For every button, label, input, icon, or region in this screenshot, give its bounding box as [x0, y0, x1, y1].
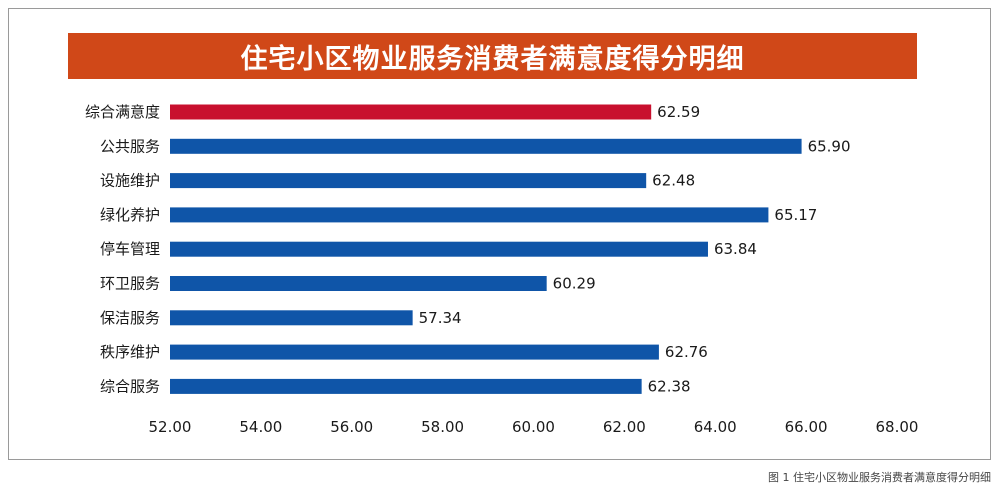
x-tick-label: 60.00 [512, 418, 555, 436]
category-label: 综合服务 [100, 377, 160, 395]
x-tick-label: 66.00 [785, 418, 828, 436]
bar [170, 241, 708, 257]
data-label: 62.76 [665, 343, 708, 361]
bar [170, 344, 659, 360]
data-label: 62.38 [648, 377, 691, 395]
x-tick-label: 68.00 [876, 418, 919, 436]
bar [170, 276, 547, 291]
category-label: 设施维护 [100, 172, 160, 190]
bar [170, 378, 642, 394]
x-tick-label: 54.00 [239, 418, 282, 436]
category-label: 绿化养护 [100, 206, 160, 224]
data-label: 57.34 [419, 309, 462, 327]
title-banner: 住宅小区物业服务消费者满意度得分明细 [68, 33, 917, 79]
data-label: 65.17 [774, 206, 817, 224]
category-label: 环卫服务 [100, 275, 160, 293]
bar [170, 173, 647, 189]
x-tick-label: 56.00 [330, 418, 373, 436]
bar [170, 310, 413, 326]
category-label: 公共服务 [100, 137, 160, 155]
data-label: 63.84 [714, 240, 757, 258]
bar [170, 207, 769, 223]
figure-caption: 图 1 住宅小区物业服务消费者满意度得分明细 [768, 471, 991, 484]
category-label: 秩序维护 [100, 343, 160, 361]
data-label: 62.59 [657, 103, 700, 121]
category-label: 综合满意度 [85, 103, 160, 121]
highlight-bar [170, 104, 652, 120]
x-tick-label: 64.00 [694, 418, 737, 436]
data-label: 65.90 [808, 137, 851, 155]
x-tick-label: 62.00 [603, 418, 646, 436]
category-label: 停车管理 [100, 240, 160, 258]
x-tick-label: 52.00 [149, 418, 192, 436]
category-label: 保洁服务 [100, 309, 160, 327]
data-label: 60.29 [553, 275, 596, 293]
chart-title: 住宅小区物业服务消费者满意度得分明细 [240, 43, 745, 75]
data-label: 62.48 [652, 172, 695, 190]
bar [170, 138, 802, 154]
x-tick-label: 58.00 [421, 418, 464, 436]
